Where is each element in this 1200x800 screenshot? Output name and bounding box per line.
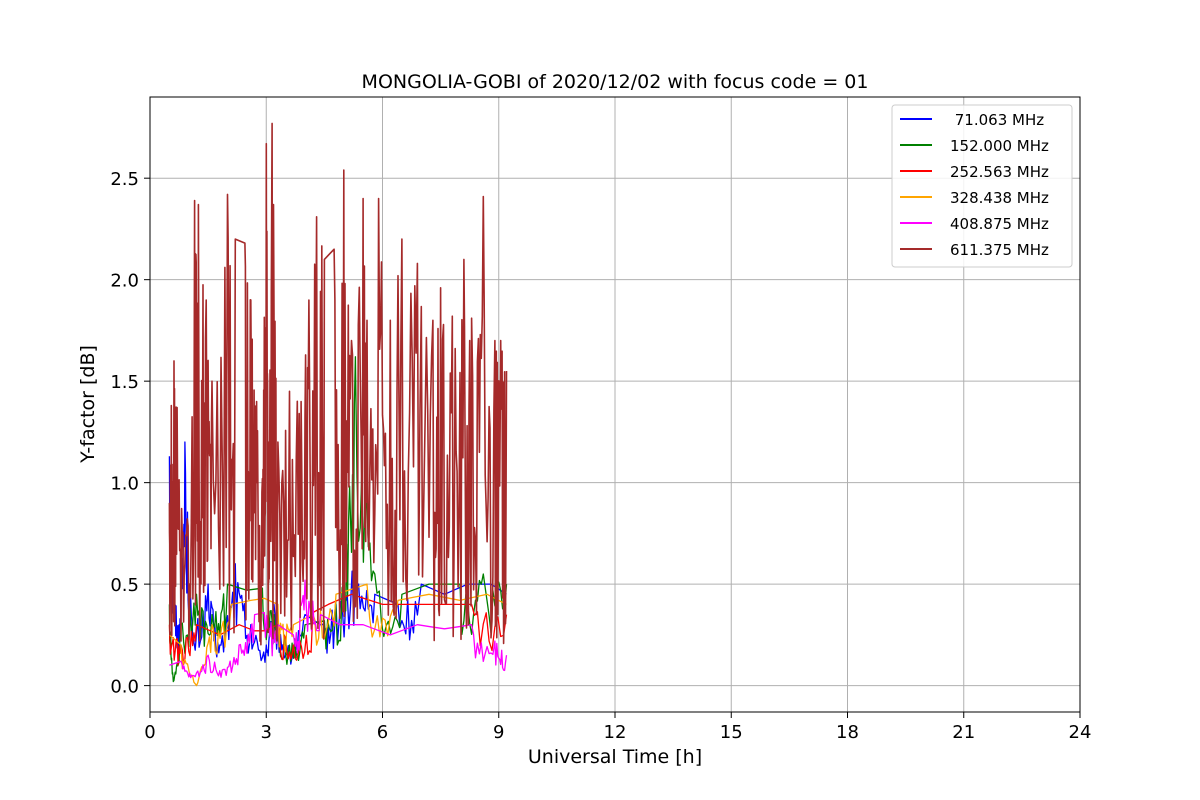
legend-label: 71.063 MHz [950, 111, 1044, 129]
y-tick-label: 2.5 [110, 169, 139, 190]
legend-label: 611.375 MHz [950, 241, 1049, 259]
x-tick-label: 6 [377, 722, 388, 743]
y-tick-label: 0.5 [110, 575, 139, 596]
x-axis-label: Universal Time [h] [528, 746, 702, 768]
legend-box [891, 104, 1073, 268]
y-axis-label: Y-factor [dB] [77, 345, 99, 464]
x-tick-label: 21 [952, 722, 975, 743]
x-tick-label: 3 [261, 722, 272, 743]
chart-title: MONGOLIA-GOBI of 2020/12/02 with focus c… [362, 71, 869, 93]
legend-label: 152.000 MHz [950, 137, 1049, 155]
series-line [169, 579, 508, 679]
tick-layer: 0 3 6 9 12 15 18 21 24 0.0 0.5 1.0 1.5 2.0 2.5 [110, 169, 1091, 743]
series-line [168, 122, 508, 646]
x-tick-label: 9 [493, 722, 504, 743]
y-tick-label: 2.0 [110, 271, 139, 292]
series-line [168, 583, 507, 687]
x-tick-label: 0 [144, 722, 155, 743]
legend-label: 408.875 MHz [950, 215, 1049, 233]
x-tick-label: 12 [604, 722, 627, 743]
y-tick-label: 1.5 [110, 372, 139, 393]
x-tick-label: 18 [836, 722, 859, 743]
x-tick-label: 24 [1069, 722, 1092, 743]
legend: 71.063 MHz 152.000 MHz 252.563 MHz 328.438 … [891, 104, 1073, 268]
series-layer [168, 122, 508, 687]
x-tick-label: 15 [720, 722, 743, 743]
legend-label: 252.563 MHz [950, 163, 1049, 181]
legend-label: 328.438 MHz [950, 189, 1049, 207]
y-tick-label: 1.0 [110, 474, 139, 495]
y-tick-label: 0.0 [110, 677, 139, 698]
